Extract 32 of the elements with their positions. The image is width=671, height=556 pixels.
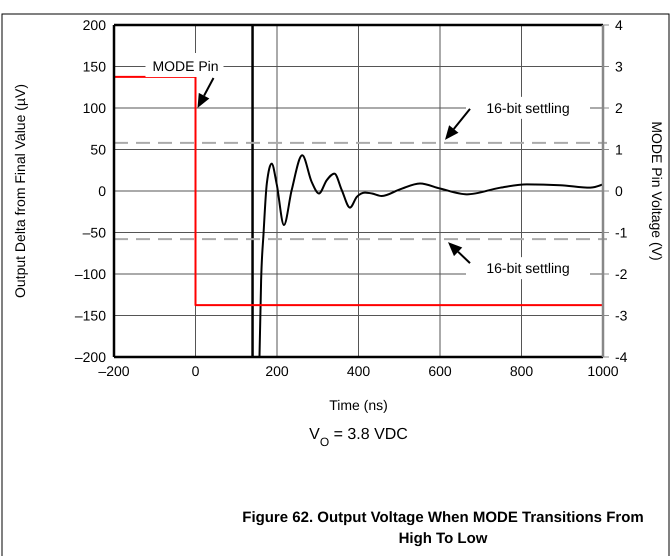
ref-line-label: 16-bit settling bbox=[486, 260, 570, 276]
x-tick-label: 0 bbox=[192, 363, 200, 379]
y-axis-title: Output Delta from Final Value (µV) bbox=[12, 84, 28, 298]
y2-tick-label: 2 bbox=[615, 100, 623, 116]
y-tick-label: 150 bbox=[82, 58, 106, 74]
y-tick-label: –100 bbox=[74, 266, 106, 282]
y-tick-label: –150 bbox=[74, 308, 106, 324]
text: V$_{O}$ = 3.8 VDC bbox=[309, 426, 408, 449]
y-tick-label: 100 bbox=[82, 100, 106, 116]
x-tick-label: 800 bbox=[510, 363, 534, 379]
x-tick-label: 600 bbox=[428, 363, 452, 379]
y-tick-label: 0 bbox=[98, 183, 106, 199]
x-tick-label: 200 bbox=[265, 363, 289, 379]
y2-axis-title: MODE Pin Voltage (V) bbox=[649, 121, 665, 261]
y-tick-label: –50 bbox=[82, 224, 106, 240]
y2-tick-label: -2 bbox=[615, 266, 628, 282]
y-tick-label: 50 bbox=[90, 142, 106, 158]
y-tick-label: –200 bbox=[74, 349, 106, 365]
x-tick-label: 400 bbox=[346, 363, 370, 379]
x-tick-label: 1000 bbox=[587, 363, 619, 379]
y2-tick-label: 1 bbox=[615, 142, 623, 158]
annotation: MODE Pin bbox=[152, 58, 219, 74]
y-tick-label: 200 bbox=[82, 17, 106, 33]
y2-tick-label: -4 bbox=[615, 349, 628, 365]
y2-tick-label: 4 bbox=[615, 17, 623, 33]
y2-tick-label: -1 bbox=[615, 224, 628, 240]
ref-line-label: 16-bit settling bbox=[486, 100, 570, 116]
y2-tick-label: 3 bbox=[615, 58, 623, 74]
x-axis-title: Time (ns) bbox=[329, 397, 388, 413]
text: Figure 62. Output Voltage When MODE Transitions From High To Low bbox=[242, 509, 644, 547]
y2-tick-label: 0 bbox=[615, 183, 623, 199]
y2-tick-label: -3 bbox=[615, 308, 628, 324]
